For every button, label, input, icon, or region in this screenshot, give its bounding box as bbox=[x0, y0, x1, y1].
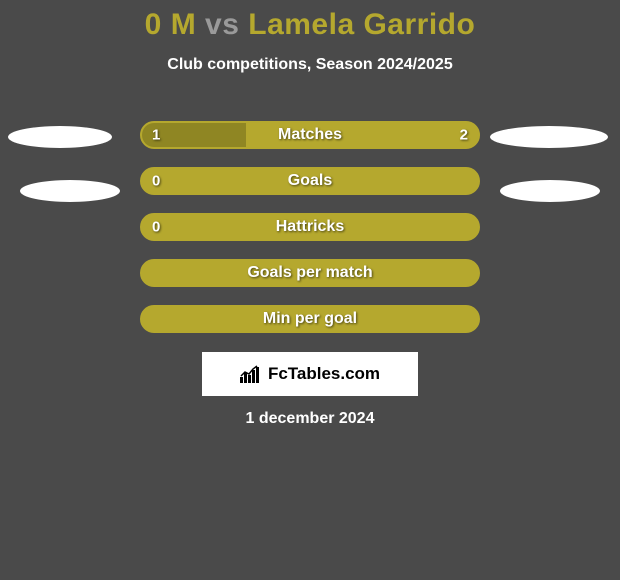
stat-value-left: 0 bbox=[152, 173, 160, 190]
page-title: 0 M vs Lamela Garrido bbox=[0, 0, 620, 42]
stat-label: Goals per match bbox=[142, 264, 478, 282]
stat-bar: Goals0 bbox=[140, 167, 480, 195]
side-ellipse bbox=[8, 126, 112, 148]
side-ellipse bbox=[20, 180, 120, 202]
chart-icon bbox=[240, 365, 262, 383]
vs-text: vs bbox=[205, 8, 239, 41]
side-ellipse bbox=[490, 126, 608, 148]
stat-bar: Min per goal bbox=[140, 305, 480, 333]
stats-infographic: 0 M vs Lamela Garrido Club competitions,… bbox=[0, 0, 620, 580]
stat-value-left: 1 bbox=[152, 127, 160, 144]
player-a-name: 0 M bbox=[145, 8, 197, 41]
side-ellipse bbox=[500, 180, 600, 202]
stat-row: Hattricks0 bbox=[0, 204, 620, 250]
stat-bar: Goals per match bbox=[140, 259, 480, 287]
stat-label: Min per goal bbox=[142, 310, 478, 328]
stat-value-right: 2 bbox=[460, 127, 468, 144]
date-text: 1 december 2024 bbox=[0, 410, 620, 428]
player-b-name: Lamela Garrido bbox=[248, 8, 475, 41]
stat-label: Goals bbox=[142, 172, 478, 190]
stat-label: Hattricks bbox=[142, 218, 478, 236]
watermark-text: FcTables.com bbox=[268, 364, 380, 384]
stat-bar: Hattricks0 bbox=[140, 213, 480, 241]
stat-row: Goals per match bbox=[0, 250, 620, 296]
subtitle: Club competitions, Season 2024/2025 bbox=[0, 56, 620, 74]
stat-bar: Matches12 bbox=[140, 121, 480, 149]
watermark: FcTables.com bbox=[202, 352, 418, 396]
stat-value-left: 0 bbox=[152, 219, 160, 236]
stat-row: Min per goal bbox=[0, 296, 620, 342]
